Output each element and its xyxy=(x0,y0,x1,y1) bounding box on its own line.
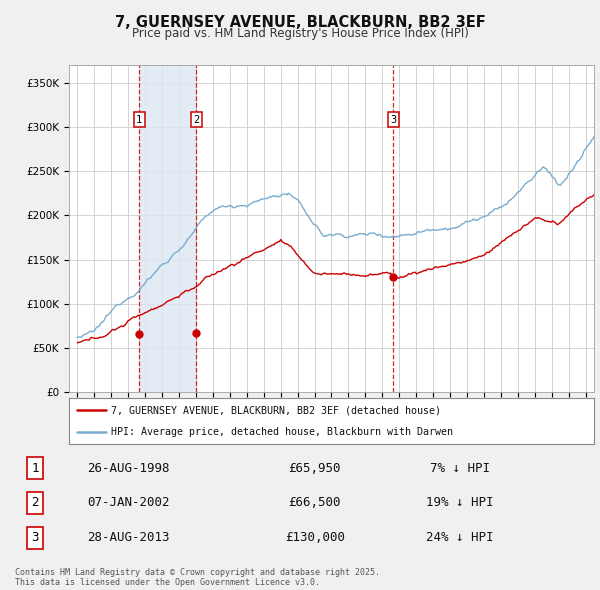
Text: Contains HM Land Registry data © Crown copyright and database right 2025.
This d: Contains HM Land Registry data © Crown c… xyxy=(15,568,380,587)
Text: 7, GUERNSEY AVENUE, BLACKBURN, BB2 3EF: 7, GUERNSEY AVENUE, BLACKBURN, BB2 3EF xyxy=(115,15,485,30)
Text: 26-AUG-1998: 26-AUG-1998 xyxy=(87,461,170,474)
Bar xyxy=(139,65,196,392)
Text: 7% ↓ HPI: 7% ↓ HPI xyxy=(430,461,490,474)
Text: 1: 1 xyxy=(32,461,39,474)
Text: 28-AUG-2013: 28-AUG-2013 xyxy=(87,532,170,545)
Text: £66,500: £66,500 xyxy=(289,496,341,510)
Text: 2: 2 xyxy=(32,496,39,510)
Text: £130,000: £130,000 xyxy=(284,532,344,545)
Text: 7, GUERNSEY AVENUE, BLACKBURN, BB2 3EF (detached house): 7, GUERNSEY AVENUE, BLACKBURN, BB2 3EF (… xyxy=(111,405,441,415)
Text: 07-JAN-2002: 07-JAN-2002 xyxy=(87,496,170,510)
Text: 3: 3 xyxy=(32,532,39,545)
Text: 1: 1 xyxy=(136,115,142,124)
Text: Price paid vs. HM Land Registry's House Price Index (HPI): Price paid vs. HM Land Registry's House … xyxy=(131,27,469,40)
Text: 3: 3 xyxy=(390,115,397,124)
Text: 2: 2 xyxy=(193,115,199,124)
Text: 19% ↓ HPI: 19% ↓ HPI xyxy=(427,496,494,510)
Text: 24% ↓ HPI: 24% ↓ HPI xyxy=(427,532,494,545)
Text: HPI: Average price, detached house, Blackburn with Darwen: HPI: Average price, detached house, Blac… xyxy=(111,427,453,437)
Text: £65,950: £65,950 xyxy=(289,461,341,474)
